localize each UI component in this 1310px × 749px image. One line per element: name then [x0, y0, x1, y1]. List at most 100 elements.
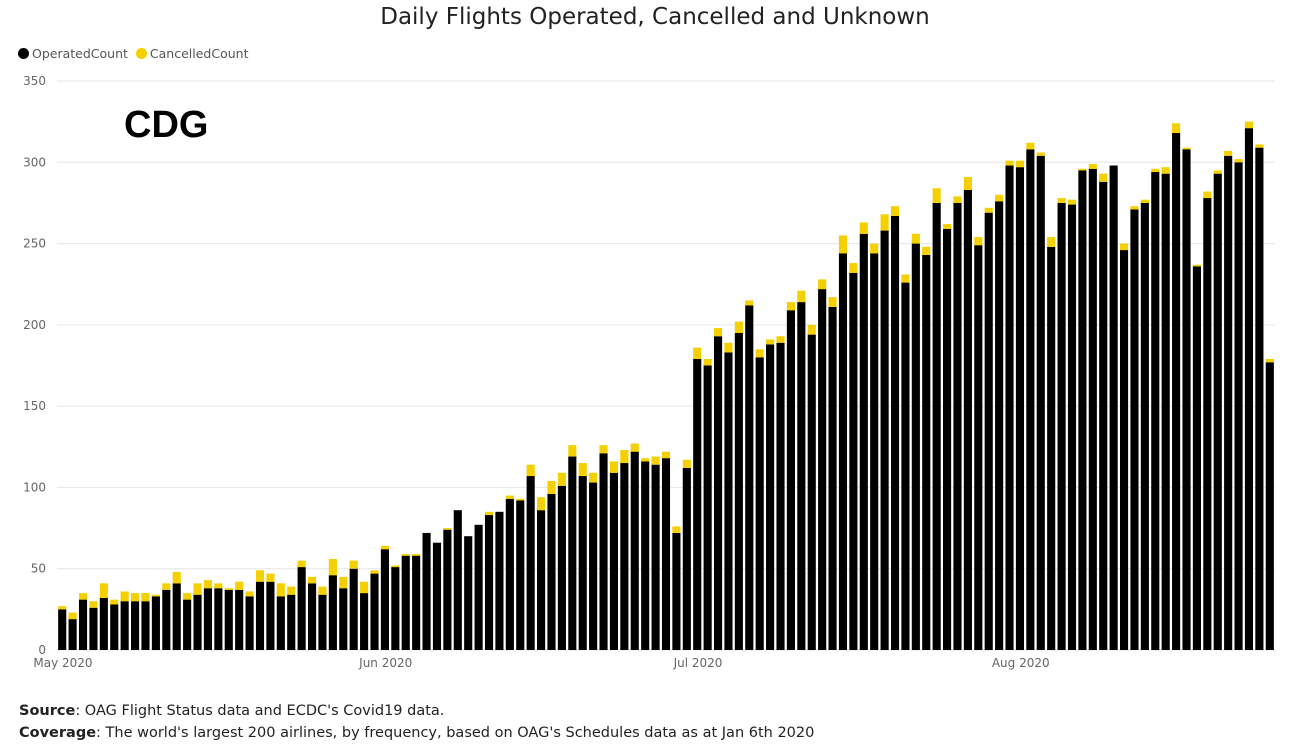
- source-text: : OAG Flight Status data and ECDC's Covi…: [75, 703, 445, 719]
- bar-operated: [484, 515, 494, 650]
- bar-cancelled: [1057, 198, 1066, 203]
- bar-operated: [432, 542, 442, 650]
- bar-cancelled: [599, 445, 608, 454]
- chart-title: Daily Flights Operated, Cancelled and Un…: [380, 4, 930, 30]
- bar-cancelled: [162, 583, 171, 590]
- bar-operated: [1026, 149, 1035, 650]
- x-tick-label: Jul 2020: [673, 656, 723, 670]
- bar-cancelled: [1192, 264, 1201, 267]
- bar-cancelled: [370, 570, 379, 574]
- bar-cancelled: [568, 445, 577, 457]
- bar-operated: [1036, 155, 1045, 651]
- bar-cancelled: [99, 583, 108, 598]
- y-tick-label: 100: [23, 480, 46, 494]
- chart-legend: OperatedCount CancelledCount: [18, 46, 257, 61]
- bar-operated: [453, 510, 462, 650]
- bar-cancelled: [797, 290, 806, 303]
- bar-operated: [786, 310, 795, 650]
- bar-cancelled: [693, 347, 702, 359]
- bar-operated: [172, 583, 181, 650]
- bar-operated: [734, 332, 743, 650]
- bar-cancelled: [443, 528, 452, 530]
- bar-cancelled: [995, 194, 1004, 202]
- bar-cancelled: [68, 612, 77, 620]
- bar-operated: [1005, 165, 1014, 650]
- bar-operated: [1203, 198, 1212, 650]
- bar-operated: [630, 451, 639, 650]
- bar-cancelled: [110, 599, 119, 605]
- bar-cancelled: [172, 571, 181, 584]
- legend-swatch-cancelled: [135, 48, 147, 59]
- bar-cancelled: [547, 480, 556, 494]
- bar-cancelled: [266, 573, 275, 582]
- bar-cancelled: [818, 279, 827, 290]
- bar-cancelled: [838, 235, 848, 254]
- bar-cancelled: [1151, 168, 1160, 173]
- bar-cancelled: [78, 593, 88, 600]
- bar-operated: [911, 243, 920, 651]
- bar-cancelled: [1140, 199, 1149, 203]
- bar-operated: [609, 472, 619, 650]
- bar-cancelled: [922, 246, 931, 255]
- bar-operated: [651, 464, 660, 650]
- bar-operated: [880, 230, 889, 650]
- coverage-note: Coverage: The world's largest 200 airlin…: [19, 725, 814, 741]
- bar-operated: [255, 581, 265, 650]
- bar-cancelled: [776, 336, 785, 343]
- y-tick-label: 50: [31, 562, 46, 576]
- bar-cancelled: [766, 339, 775, 345]
- bar-operated: [984, 212, 993, 650]
- y-tick-label: 300: [23, 155, 46, 169]
- bar-cancelled: [745, 300, 754, 306]
- bar-operated: [495, 511, 504, 650]
- bar-cancelled: [141, 593, 150, 602]
- coverage-label: Coverage: [19, 725, 97, 741]
- bar-cancelled: [1203, 191, 1212, 199]
- bar-cancelled: [661, 451, 671, 459]
- bar-operated: [1130, 209, 1139, 650]
- bar-cancelled: [609, 461, 619, 473]
- bar-cancelled: [807, 324, 816, 335]
- bar-cancelled: [703, 358, 712, 366]
- bar-operated: [339, 588, 348, 650]
- bar-operated: [380, 549, 389, 650]
- bar-cancelled: [755, 349, 764, 358]
- bar-operated: [391, 567, 400, 650]
- bar-operated: [203, 588, 213, 650]
- bar-operated: [422, 532, 431, 650]
- legend-item-cancelled[interactable]: CancelledCount: [135, 46, 249, 61]
- bar-cancelled: [1130, 206, 1139, 210]
- bar-operated: [1119, 250, 1129, 650]
- y-tick-label: 250: [23, 237, 46, 251]
- bar-cancelled: [151, 594, 160, 597]
- source-note: Source: OAG Flight Status data and ECDC'…: [19, 703, 444, 719]
- bar-cancelled: [1234, 159, 1243, 163]
- bar-cancelled: [849, 263, 858, 273]
- y-tick-label: 200: [23, 318, 46, 332]
- bar-operated: [943, 228, 952, 650]
- bar-cancelled: [620, 450, 629, 464]
- bar-cancelled: [1067, 199, 1077, 205]
- bar-operated: [932, 202, 941, 650]
- bar-operated: [307, 583, 317, 650]
- bar-cancelled: [1255, 144, 1264, 148]
- bar-operated: [724, 352, 733, 650]
- bar-cancelled: [287, 586, 296, 595]
- bar-cancelled: [828, 297, 837, 307]
- bar-cancelled: [890, 206, 900, 216]
- bar-operated: [776, 342, 785, 650]
- bar-operated: [287, 594, 296, 650]
- bar-cancelled: [651, 456, 660, 465]
- bar-cancelled: [1119, 243, 1129, 251]
- legend-item-operated[interactable]: OperatedCount: [18, 46, 128, 61]
- bar-operated: [1234, 162, 1243, 651]
- bar-cancelled: [963, 176, 972, 190]
- bar-cancelled: [589, 472, 598, 483]
- bar-operated: [1057, 202, 1066, 650]
- bar-operated: [568, 456, 577, 650]
- bar-operated: [89, 607, 98, 650]
- bar-operated: [713, 336, 723, 650]
- legend-label-operated: OperatedCount: [32, 46, 128, 61]
- bar-cancelled: [1078, 168, 1087, 171]
- bar-operated: [953, 202, 962, 650]
